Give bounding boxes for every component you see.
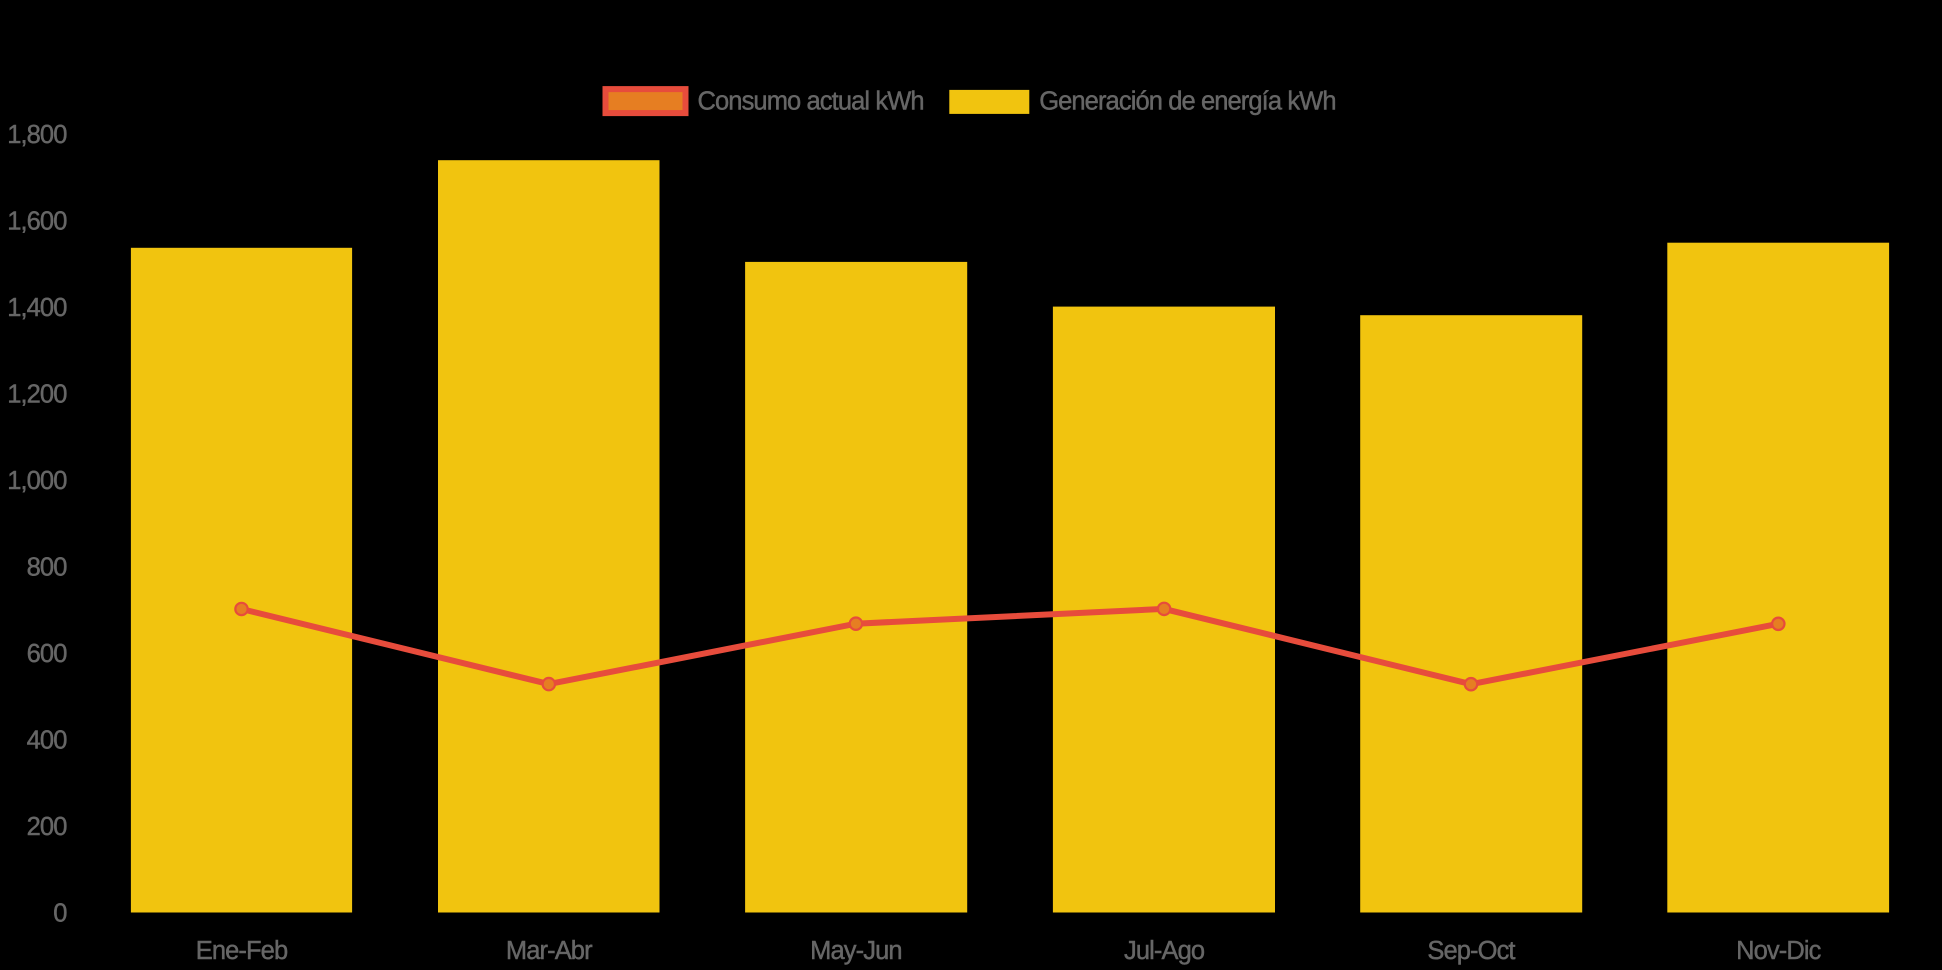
- svg-text:800: 800: [27, 554, 68, 582]
- svg-text:Mar-Abr: Mar-Abr: [506, 937, 593, 965]
- svg-text:1,200: 1,200: [7, 381, 67, 409]
- svg-text:Nov-Dic: Nov-Dic: [1736, 937, 1822, 965]
- svg-text:1,400: 1,400: [7, 294, 67, 322]
- svg-text:400: 400: [27, 727, 68, 755]
- svg-text:1,600: 1,600: [7, 208, 67, 236]
- svg-text:1,000: 1,000: [7, 467, 67, 495]
- svg-text:May-Jun: May-Jun: [810, 937, 901, 965]
- svg-text:1,800: 1,800: [7, 121, 67, 149]
- svg-text:600: 600: [27, 640, 68, 668]
- svg-text:Generación de energía kWh: Generación de energía kWh: [1039, 88, 1335, 116]
- svg-text:Consumo actual kWh: Consumo actual kWh: [698, 88, 924, 116]
- svg-text:0: 0: [53, 900, 67, 928]
- svg-text:Jul-Ago: Jul-Ago: [1124, 937, 1205, 965]
- svg-text:200: 200: [27, 813, 68, 841]
- svg-text:Sep-Oct: Sep-Oct: [1427, 937, 1515, 965]
- svg-text:Ene-Feb: Ene-Feb: [196, 937, 288, 965]
